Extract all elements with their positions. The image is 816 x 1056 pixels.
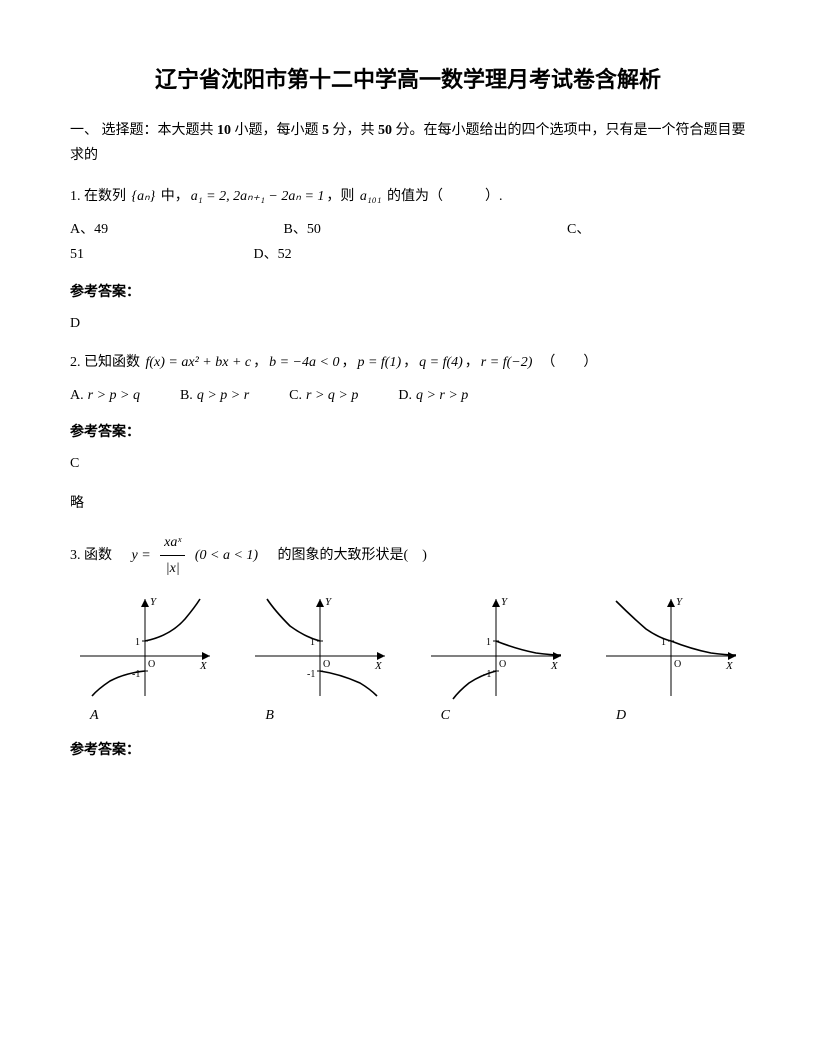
q1-options: A、49 B、50 C、 51 D、52	[70, 217, 746, 267]
q2-note: 略	[70, 491, 746, 516]
graph-c: X Y O 1 -1	[421, 591, 571, 701]
graph-a-xlabel: X	[199, 660, 208, 672]
q3-domain: (0 < a < 1)	[193, 543, 260, 568]
q2-mid1: ，	[253, 355, 267, 370]
q2-r: r = f(−2)	[479, 350, 535, 375]
q1-opt-c2: 51	[70, 242, 250, 267]
q2-opt-a-math: r > p > q	[88, 388, 140, 403]
graph-a-ylabel: Y	[150, 596, 158, 608]
question-2: 2. 已知函数 f(x) = ax² + bx + c，b = −4a < 0，…	[70, 350, 746, 375]
q2-f: f(x) = ax² + bx + c	[144, 350, 254, 375]
graph-a: X Y O 1 -1	[70, 591, 220, 701]
graph-d-xlabel: X	[725, 660, 734, 672]
q1-prefix: 1. 在数列	[70, 189, 130, 204]
q1-opt-c: C、	[567, 217, 590, 242]
q2-opt-d: D.q > r > p	[398, 383, 468, 408]
section-mid2: 分，共	[329, 123, 378, 138]
graph-c-ylabel: Y	[501, 596, 509, 608]
section-total: 50	[378, 123, 392, 138]
graph-d: X Y O 1	[596, 591, 746, 701]
q1-opt-b: B、50	[284, 217, 564, 242]
section-qcount: 10	[217, 123, 231, 138]
question-1: 1. 在数列 {aₙ} 中，a₁ = 2, 2aₙ₊₁ − 2aₙ = 1，则 …	[70, 184, 746, 209]
q2-opt-c-math: r > q > p	[306, 388, 358, 403]
q2-answer: C	[70, 451, 746, 476]
q1-opt-d: D、52	[254, 242, 292, 267]
graph-b-xlabel: X	[374, 660, 383, 672]
q1-answer: D	[70, 311, 746, 336]
q2-mid4: ，	[465, 355, 479, 370]
graph-b-negone: -1	[307, 669, 315, 680]
q3-prefix: 3. 函数	[70, 548, 126, 563]
q2-mid3: ，	[403, 355, 417, 370]
section-prefix: 一、 选择题：本大题共	[70, 123, 217, 138]
q2-opt-a: A.r > p > q	[70, 383, 140, 408]
q1-target: a₁₀₁	[358, 184, 384, 209]
graph-c-label: C	[421, 703, 571, 728]
graph-d-label: D	[596, 703, 746, 728]
q3-answer-label: 参考答案：	[70, 738, 746, 763]
graph-a-origin: O	[148, 659, 155, 670]
graph-b: X Y O 1 -1	[245, 591, 395, 701]
q2-q: q = f(4)	[417, 350, 465, 375]
q2-prefix: 2. 已知函数	[70, 355, 144, 370]
question-3: 3. 函数 y = xaˣ |x| (0 < a < 1) 的图象的大致形状是(…	[70, 530, 746, 581]
graph-c-xlabel: X	[550, 660, 559, 672]
graph-a-negone: -1	[132, 669, 140, 680]
q2-opt-d-math: q > r > p	[416, 388, 468, 403]
graph-a-one: 1	[135, 637, 140, 648]
graph-a-label: A	[70, 703, 220, 728]
q2-b: b = −4a < 0	[267, 350, 341, 375]
section-instructions: 一、 选择题：本大题共 10 小题，每小题 5 分，共 50 分。在每小题给出的…	[70, 118, 746, 168]
q2-answer-label: 参考答案：	[70, 420, 746, 445]
graph-b-label: B	[245, 703, 395, 728]
graph-d-ylabel: Y	[676, 596, 684, 608]
graph-c-wrap: X Y O 1 -1 C	[421, 591, 571, 728]
graph-a-wrap: X Y O 1 -1 A	[70, 591, 220, 728]
section-each: 5	[322, 123, 329, 138]
graph-d-origin: O	[674, 659, 681, 670]
graph-c-one: 1	[486, 637, 491, 648]
section-mid1: 小题，每小题	[231, 123, 322, 138]
page-title: 辽宁省沈阳市第十二中学高一数学理月考试卷含解析	[70, 60, 746, 100]
graph-c-origin: O	[499, 659, 506, 670]
q2-p: p = f(1)	[355, 350, 403, 375]
q2-opt-b-math: q > p > r	[197, 388, 249, 403]
q2-options: A.r > p > q B.q > p > r C.r > q > p D.q …	[70, 383, 746, 408]
q3-y: y =	[130, 543, 153, 568]
q3-num: xaˣ	[160, 530, 185, 556]
q2-mid2: ，	[341, 355, 355, 370]
graph-b-origin: O	[323, 659, 330, 670]
q2-suffix: （ ）	[534, 355, 597, 370]
graph-d-wrap: X Y O 1 D	[596, 591, 746, 728]
q1-seq: {aₙ}	[130, 184, 158, 209]
q3-suffix: 的图象的大致形状是( )	[264, 548, 427, 563]
q1-mid2: ，则	[326, 189, 358, 204]
q2-opt-b: B.q > p > r	[180, 383, 249, 408]
q2-opt-c: C.r > q > p	[289, 383, 358, 408]
q1-answer-label: 参考答案：	[70, 280, 746, 305]
q1-cond: a₁ = 2, 2aₙ₊₁ − 2aₙ = 1	[189, 184, 327, 209]
q1-mid1: 中，	[157, 189, 189, 204]
q3-fraction: xaˣ |x|	[160, 530, 185, 581]
q1-opt-a: A、49	[70, 217, 280, 242]
q3-den: |x|	[160, 556, 185, 581]
graph-b-wrap: X Y O 1 -1 B	[245, 591, 395, 728]
q3-graphs: X Y O 1 -1 A X Y O 1 -1	[70, 591, 746, 728]
q1-suffix: 的值为（ ）.	[384, 189, 503, 204]
graph-b-ylabel: Y	[325, 596, 333, 608]
